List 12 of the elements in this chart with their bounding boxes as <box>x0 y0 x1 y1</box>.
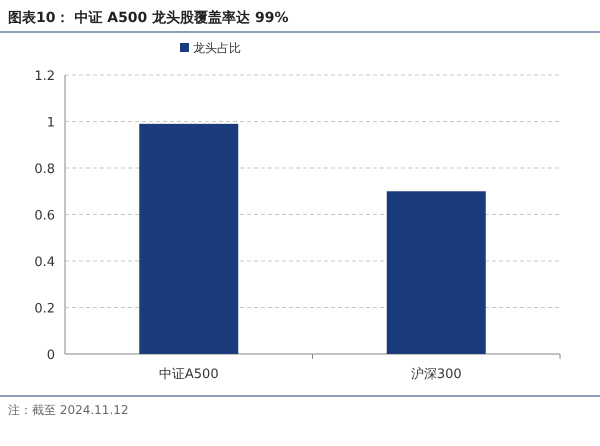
chart-title: 图表10： 中证 A500 龙头股覆盖率达 99% <box>8 9 289 26</box>
text: 注：截至 2024.11.12 <box>8 403 129 417</box>
legend-label: 龙头占比 <box>193 41 241 55</box>
y-tick-label: 0.6 <box>34 208 55 224</box>
y-tick-label: 0 <box>46 348 55 363</box>
y-tick-label: 1 <box>46 116 55 130</box>
y-tick-label: 1.2 <box>34 69 55 84</box>
y-tick-label: 0.2 <box>34 302 55 316</box>
y-tick-label: 0.4 <box>34 255 55 270</box>
x-tick-label: 中证A500 <box>158 367 219 382</box>
x-tick-label: 沪深300 <box>410 366 462 382</box>
y-tick-label: 0.8 <box>34 162 55 177</box>
